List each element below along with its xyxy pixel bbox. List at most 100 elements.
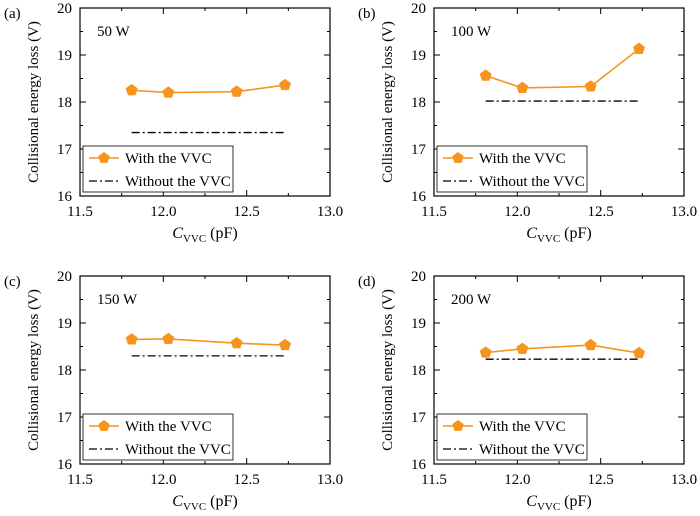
- y-tick-label: 17: [411, 410, 427, 426]
- x-axis-label-subscript: VVC: [537, 233, 560, 245]
- x-tick-label: 13.0: [671, 472, 697, 488]
- y-tick-label: 16: [57, 457, 73, 473]
- x-tick-label: 13.0: [671, 204, 697, 220]
- series-with-vvc-point: [516, 81, 529, 93]
- panel-tag: (b): [358, 6, 376, 22]
- x-axis-label: CVVC (pF): [526, 493, 591, 511]
- x-axis-label-subscript: VVC: [183, 501, 206, 511]
- y-tick-label: 20: [57, 269, 72, 285]
- y-axis-label: Collisional energy loss (V): [380, 21, 396, 183]
- chart-panel-0: 11.5 12.0 12.5 13.0 16 17 18 19 20 Collisional en…: [4, 1, 343, 245]
- legend-box: [82, 413, 234, 461]
- panel-tag: (a): [4, 6, 21, 22]
- legend-with-vvc-label: With the VVC: [479, 419, 566, 435]
- legend-with-vvc-marker: [452, 420, 464, 431]
- x-axis-label: CVVC (pF): [172, 493, 237, 511]
- y-tick-label: 18: [57, 95, 72, 111]
- legend-with-vvc-marker: [98, 152, 110, 163]
- series-with-vvc-point: [479, 346, 492, 358]
- series-with-vvc-point: [162, 332, 175, 345]
- y-tick-label: 19: [411, 48, 426, 64]
- series-with-vvc-point: [230, 336, 243, 349]
- series-with-vvc-point: [516, 342, 529, 354]
- x-tick-label: 12.0: [504, 472, 530, 488]
- x-tick-label: 12.5: [234, 472, 260, 488]
- x-axis-label: CVVC (pF): [172, 225, 237, 245]
- panel-tag: (d): [358, 274, 376, 290]
- y-tick-label: 19: [57, 316, 72, 332]
- x-axis-label-main: C: [526, 493, 537, 510]
- y-tick-label: 17: [57, 410, 73, 426]
- series-with-vvc-point: [278, 78, 292, 91]
- series-with-vvc-point: [125, 83, 138, 96]
- x-axis-label: CVVC (pF): [526, 225, 591, 245]
- y-tick-label: 16: [57, 189, 73, 205]
- x-tick-label: 11.5: [67, 472, 93, 488]
- series-with-vvc-point: [632, 346, 646, 359]
- x-tick-label: 12.5: [588, 204, 614, 220]
- y-axis-label: Collisional energy loss (V): [380, 289, 396, 451]
- legend-without-vvc-label: Without the VVC: [125, 442, 231, 458]
- series-with-vvc-point: [632, 42, 646, 54]
- legend-with-vvc-marker: [452, 152, 464, 163]
- x-tick-label: 11.5: [421, 204, 447, 220]
- legend-box: [436, 145, 588, 193]
- power-annotation: 100 W: [451, 24, 492, 40]
- y-tick-label: 20: [411, 1, 426, 17]
- series-with-vvc-point: [479, 69, 492, 81]
- y-tick-label: 18: [411, 363, 426, 379]
- x-tick-label: 13.0: [317, 472, 343, 488]
- chart-panel-2: 11.5 12.0 12.5 13.0 16 17 18 19 20 Collisional en…: [4, 269, 343, 513]
- legend-without-vvc-label: Without the VVC: [125, 174, 231, 190]
- legend-with-vvc-label: With the VVC: [479, 151, 566, 167]
- legend-with-vvc-label: With the VVC: [125, 419, 212, 435]
- legend-with-vvc-label: With the VVC: [125, 151, 212, 167]
- x-tick-label: 12.5: [588, 472, 614, 488]
- series-with-vvc-point: [125, 333, 138, 345]
- y-tick-label: 16: [411, 189, 427, 205]
- series-with-vvc-line: [131, 338, 286, 346]
- x-axis-label-main: C: [172, 493, 183, 510]
- x-tick-label: 12.0: [150, 204, 176, 220]
- x-axis-label-main: C: [172, 225, 183, 242]
- legend-box: [436, 413, 588, 461]
- series-with-vvc-point: [278, 338, 292, 351]
- power-annotation: 200 W: [451, 292, 492, 308]
- y-tick-label: 20: [57, 1, 72, 17]
- series-with-vvc-point: [162, 86, 175, 98]
- x-axis-label-unit: (pF): [560, 493, 592, 510]
- x-tick-label: 12.0: [504, 204, 530, 220]
- legend-with-vvc-marker: [98, 420, 110, 431]
- power-annotation: 50 W: [97, 24, 130, 40]
- series-with-vvc-point: [584, 338, 597, 351]
- x-axis-label-subscript: VVC: [537, 501, 560, 511]
- x-tick-label: 12.5: [234, 204, 260, 220]
- x-axis-label-unit: (pF): [206, 225, 238, 242]
- panel-tag: (c): [4, 274, 21, 290]
- y-tick-label: 17: [57, 142, 73, 158]
- series-with-vvc-line: [485, 344, 640, 354]
- chart-panel-3: 11.5 12.0 12.5 13.0 16 17 18 19 20 Collisional en…: [358, 269, 697, 513]
- legend-without-vvc-label: Without the VVC: [479, 442, 585, 458]
- y-tick-label: 16: [411, 457, 427, 473]
- x-tick-label: 11.5: [67, 204, 93, 220]
- series-with-vvc-point: [230, 85, 243, 97]
- x-axis-label-subscript: VVC: [183, 233, 206, 245]
- y-tick-label: 20: [411, 269, 426, 285]
- series-with-vvc-line: [131, 84, 286, 94]
- y-tick-label: 19: [411, 316, 426, 332]
- legend-box: [82, 145, 234, 193]
- y-axis-label: Collisional energy loss (V): [26, 289, 42, 451]
- power-annotation: 150 W: [97, 292, 138, 308]
- x-axis-label-unit: (pF): [560, 225, 592, 242]
- x-axis-label-main: C: [526, 225, 537, 242]
- y-tick-label: 19: [57, 48, 72, 64]
- series-with-vvc-point: [584, 80, 597, 92]
- x-tick-label: 13.0: [317, 204, 343, 220]
- y-axis-label: Collisional energy loss (V): [26, 21, 42, 183]
- series-with-vvc-line: [485, 48, 640, 89]
- y-tick-label: 17: [411, 142, 427, 158]
- y-tick-label: 18: [57, 363, 72, 379]
